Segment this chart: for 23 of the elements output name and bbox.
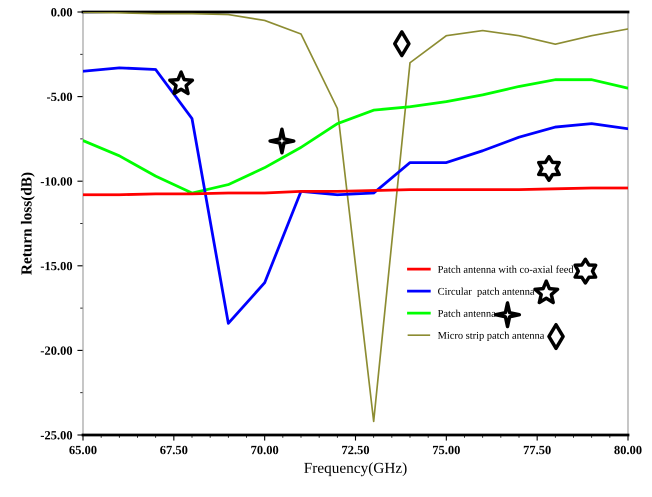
x-tick-label: 77.50 — [524, 446, 551, 454]
x-tick-label: 72.50 — [342, 446, 370, 454]
line-series — [83, 78, 628, 194]
y-tick-label: 0.00 — [51, 8, 72, 17]
line-series — [83, 186, 628, 196]
legend-label: Patch antenna with co-axial feed — [438, 265, 574, 273]
x-tick-label: 80.00 — [614, 446, 642, 454]
x-tick-label: 65.00 — [69, 446, 97, 454]
line-series — [83, 66, 628, 325]
x-tick-label: 67.50 — [160, 446, 188, 454]
y-tick-label: -25.00 — [40, 431, 72, 440]
y-tick-label: -15.00 — [40, 262, 72, 270]
y-tick-label: -5.00 — [47, 92, 72, 102]
x-tick-label: 70.00 — [251, 446, 278, 454]
y-axis-title: Return loss(dB) — [20, 172, 35, 275]
x-axis-title: Frequency(GHz) — [304, 462, 407, 476]
legend-label: Patch antenna — [438, 310, 496, 317]
legend-label: Circular patch antenna — [438, 288, 534, 298]
x-tick-label: 75.00 — [432, 446, 460, 454]
y-tick-label: -20.00 — [40, 346, 72, 355]
y-tick-label: -10.00 — [40, 177, 72, 186]
line-series — [83, 12, 628, 422]
legend-label: Micro strip patch antenna — [438, 332, 544, 342]
